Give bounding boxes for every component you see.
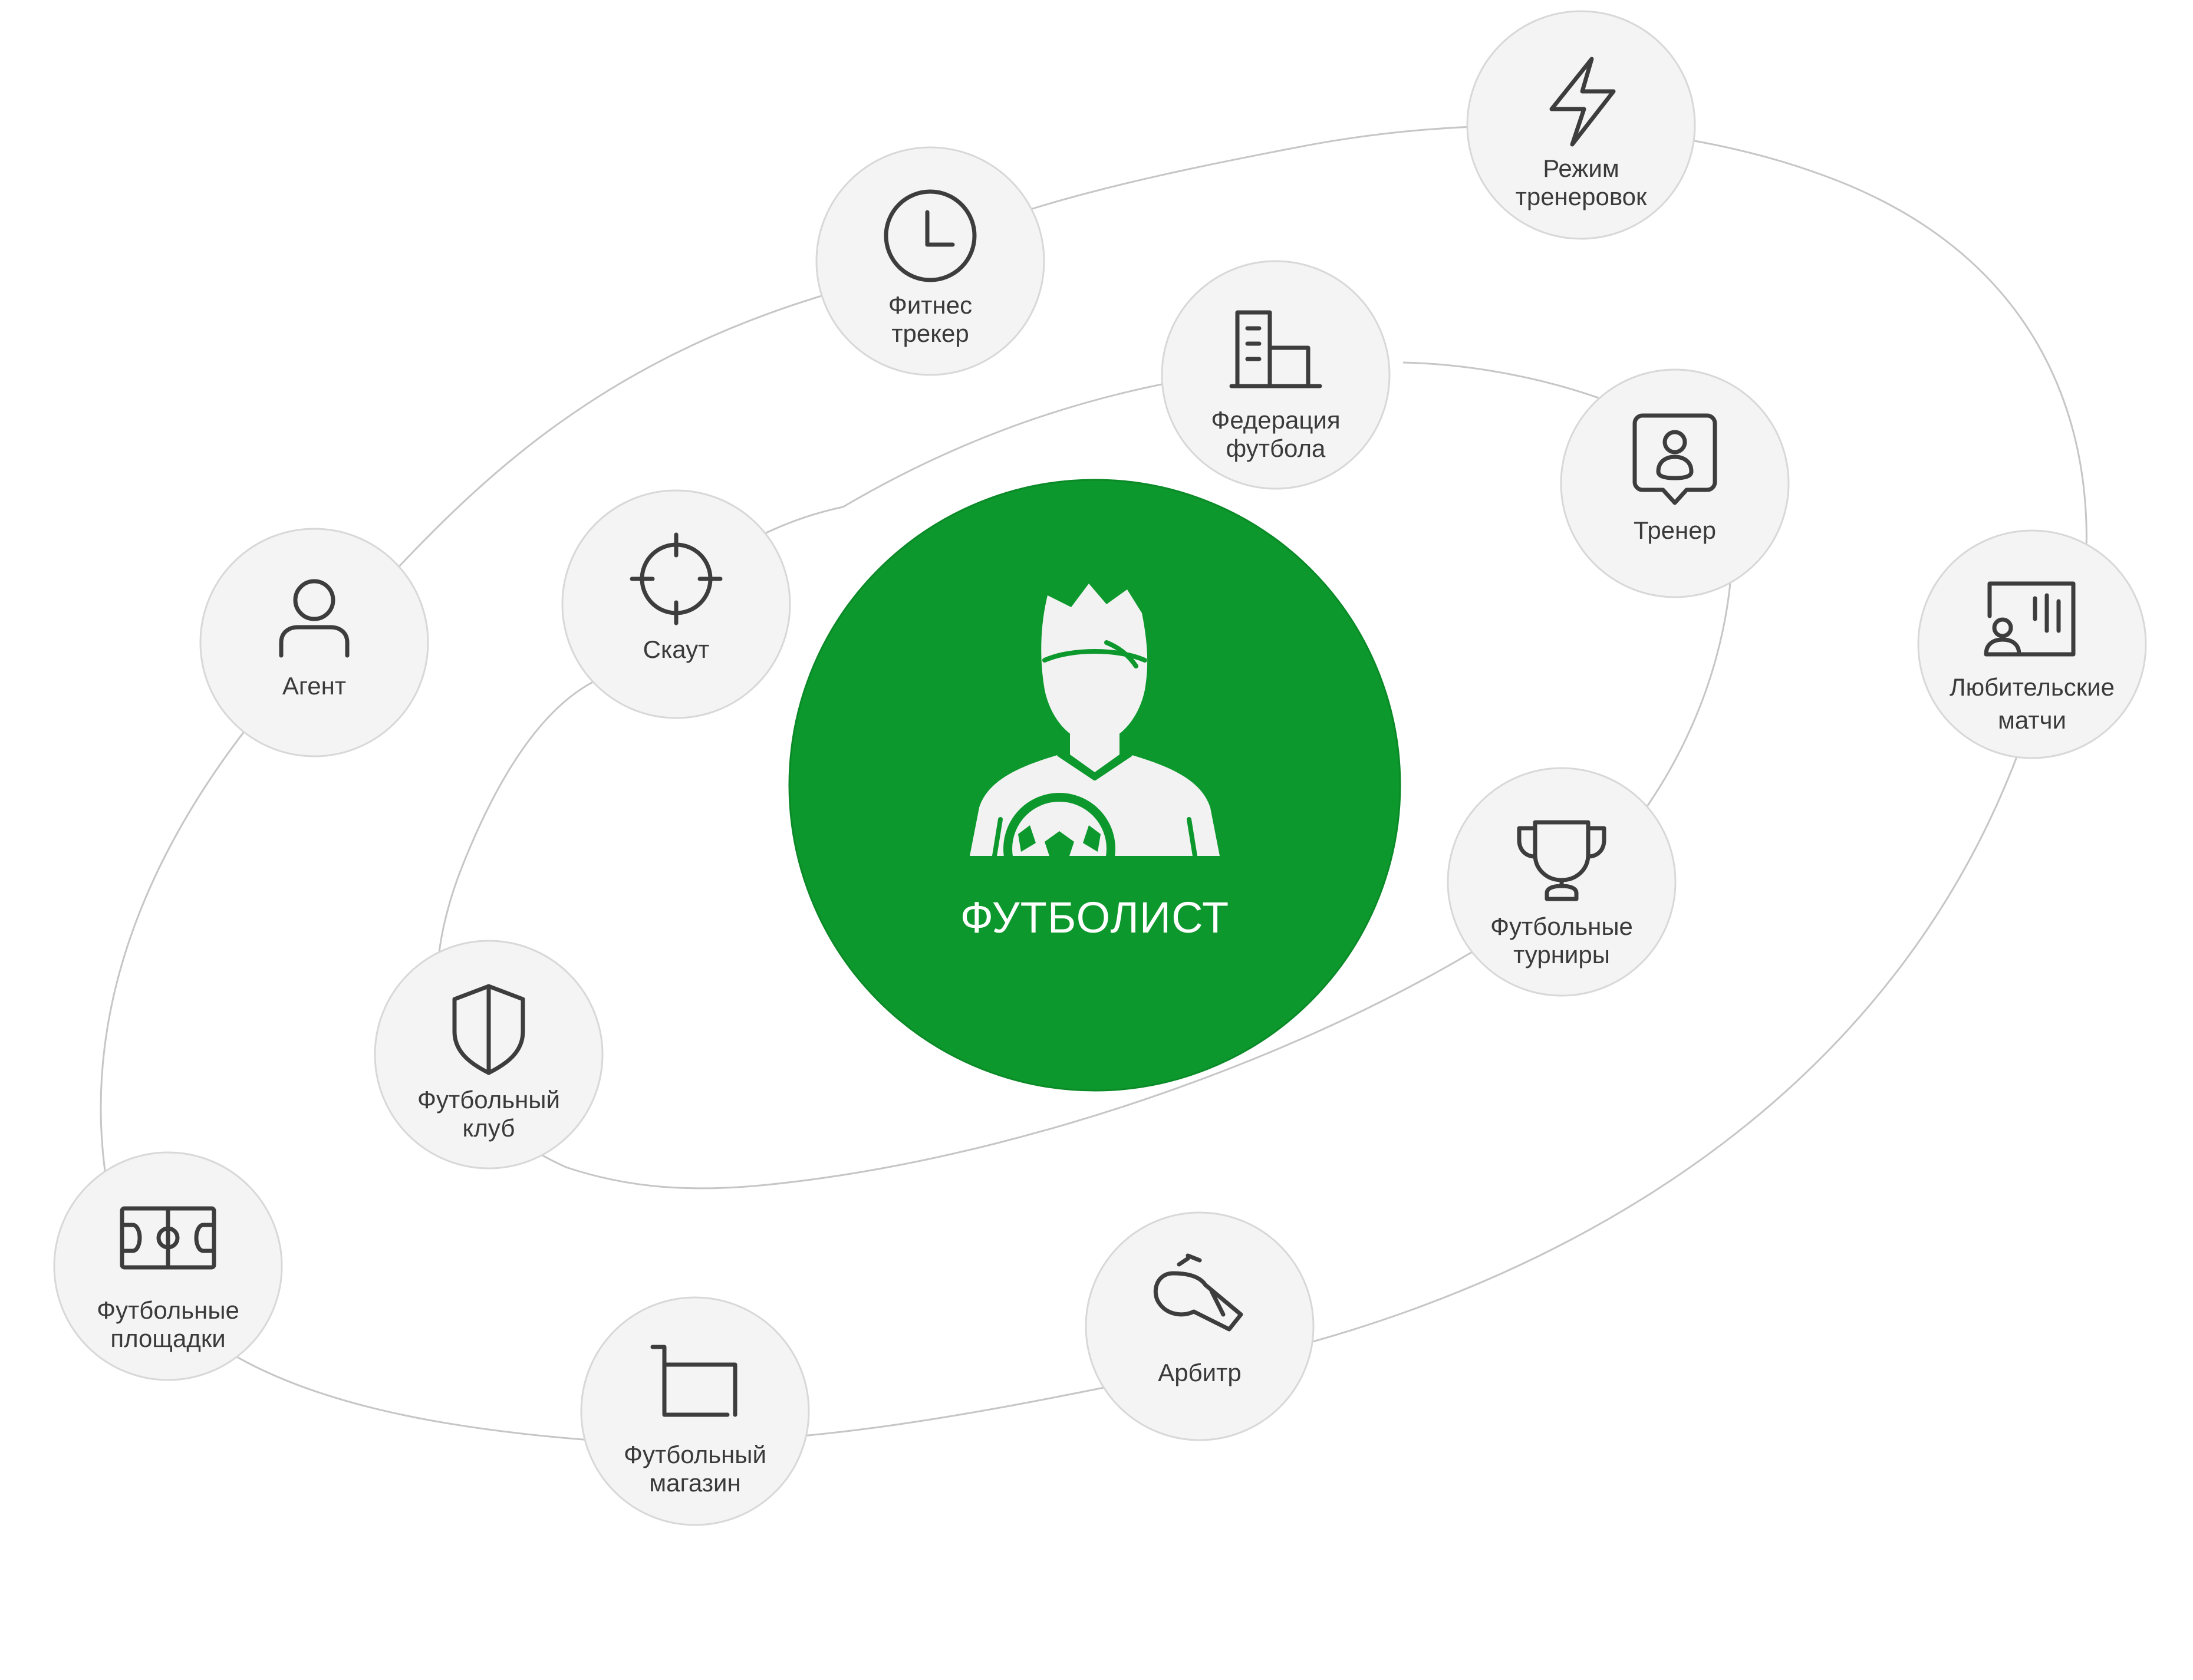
node-label-line1: Футбольный (417, 1086, 560, 1114)
node-label-line1: Агент (282, 672, 346, 700)
node-label-line2: турниры (1513, 941, 1610, 969)
node-federation[interactable]: Федерация футбола (1161, 260, 1391, 490)
node-label-line1: Скаут (643, 635, 710, 663)
node-label-line2: площадки (110, 1325, 225, 1352)
node-label-line1: Режим (1543, 154, 1619, 182)
node-circle (1560, 368, 1790, 598)
trophy-icon (1517, 820, 1606, 901)
node-tournaments[interactable]: Футбольные турниры (1447, 767, 1677, 997)
node-scout[interactable]: Скаут (561, 489, 791, 719)
shield-icon (452, 984, 525, 1075)
building-icon (1229, 310, 1322, 388)
node-label-line1: Федерация (1211, 406, 1340, 434)
node-circle (1466, 10, 1696, 240)
node-circle (1085, 1211, 1315, 1441)
node-club[interactable]: Футбольный клуб (374, 940, 604, 1170)
node-label-line2: тренеровок (1516, 183, 1647, 210)
node-training-regime[interactable]: Режим тренеровок (1466, 10, 1696, 240)
node-label-line1: Футбольный (624, 1441, 766, 1468)
node-label-line1: Фитнес (888, 291, 972, 319)
coach-badge-icon (1632, 413, 1717, 505)
node-label-line1: Футбольные (1490, 913, 1633, 940)
node-label-line2: клуб (463, 1114, 515, 1142)
shopping-cart-icon (650, 1345, 737, 1417)
crosshair-icon (630, 532, 723, 625)
node-label-line2: матчи (1998, 706, 2066, 734)
node-circle (1917, 529, 2147, 759)
football-player-icon (941, 584, 1248, 927)
person-icon (279, 579, 350, 658)
node-label-line1: Любительские (1950, 673, 2115, 701)
node-label-line1: Тренер (1634, 516, 1716, 544)
center-node[interactable]: ФУТБОЛИСТ (788, 479, 1401, 1092)
node-fields[interactable]: Футбольные площадки (53, 1151, 283, 1381)
node-coach[interactable]: Тренер (1560, 368, 1790, 598)
node-referee[interactable]: Арбитр (1085, 1211, 1315, 1441)
node-circle (580, 1296, 810, 1526)
node-circle (199, 528, 429, 757)
whistle-icon (1153, 1253, 1243, 1332)
node-circle (1161, 260, 1391, 490)
node-label-line2: трекер (891, 319, 969, 347)
node-shop[interactable]: Футбольный магазин (580, 1296, 810, 1526)
clock-icon (884, 189, 977, 282)
node-label-line2: футбола (1226, 434, 1326, 462)
football-field-icon (120, 1206, 216, 1270)
node-amateur-matches[interactable]: Любительские матчи (1917, 529, 2147, 759)
node-fitness-tracker[interactable]: Фитнес трекер (815, 146, 1045, 376)
lightning-icon (1549, 57, 1616, 147)
node-label-line1: Футбольные (97, 1296, 239, 1324)
node-circle (815, 146, 1045, 376)
center-label: ФУТБОЛИСТ (960, 893, 1230, 942)
node-label-line1: Арбитр (1158, 1359, 1241, 1386)
node-label-line2: магазин (649, 1469, 740, 1497)
node-agent[interactable]: Агент (199, 528, 429, 757)
presentation-board-icon (1984, 581, 2076, 657)
